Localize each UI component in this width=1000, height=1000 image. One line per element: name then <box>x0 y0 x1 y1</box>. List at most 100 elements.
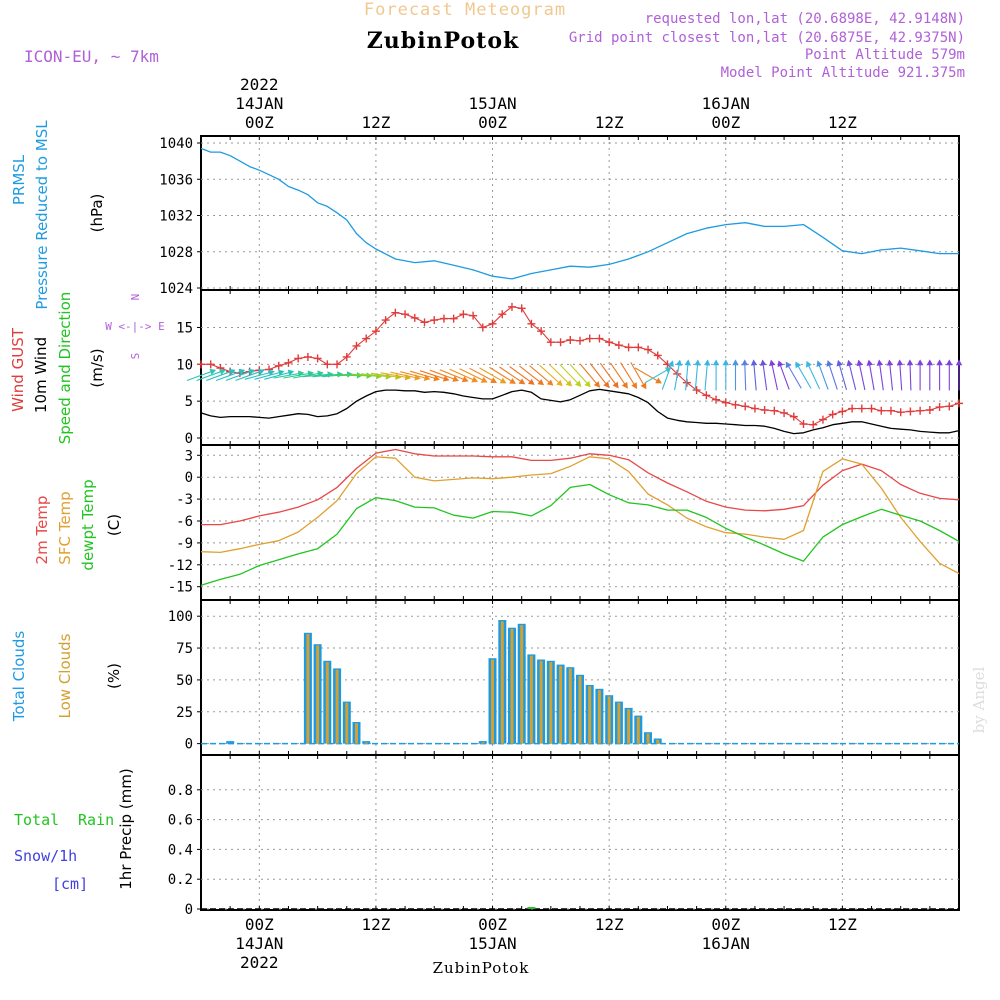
gust-marker <box>634 343 643 352</box>
bar-low-clouds <box>549 662 553 744</box>
wind-arrow <box>816 360 829 390</box>
wind-arrow-head <box>846 359 853 367</box>
wind-arrow-shaft <box>694 360 699 391</box>
wind-arrow <box>215 368 246 382</box>
label-precip-mm: 1hr Precip (mm) <box>117 768 135 889</box>
gust-marker <box>342 352 351 361</box>
wind-arrow-shaft <box>380 372 411 379</box>
wind-arrow <box>916 359 924 391</box>
wind-arrow-head <box>866 359 874 366</box>
wind-arrow <box>876 359 884 391</box>
wind-arrow-head <box>537 379 545 386</box>
top-time-label: 12Z <box>828 113 857 132</box>
wind-arrow <box>795 361 812 389</box>
wind-arrow-shaft <box>302 373 333 378</box>
requested-coords: requested lon,lat (20.6898E, 42.9148N) <box>645 11 965 27</box>
top-time-label: 12Z <box>595 113 624 132</box>
wind-arrow <box>806 360 821 390</box>
wind-arrow-head <box>886 359 894 366</box>
gust-marker <box>828 410 837 419</box>
ytick-label-pressure: 1036 <box>159 172 193 188</box>
bar-total-clouds <box>478 741 487 744</box>
ytick-label-wind: 5 <box>185 394 193 410</box>
bar-low-clouds <box>607 696 611 744</box>
bottom-time-label: 00Z <box>245 915 274 934</box>
wind-arrow <box>549 364 573 387</box>
gust-marker <box>391 308 400 317</box>
wind-arrow-head <box>712 359 720 366</box>
top-time-label: 00Z <box>478 113 507 132</box>
wind-arrow-head <box>955 359 963 366</box>
ytick-label-clouds: 25 <box>176 705 193 721</box>
pressure-line <box>200 147 959 280</box>
wind-arrow-head <box>287 369 295 376</box>
bar-total-clouds <box>226 741 235 744</box>
wind-arrow-head <box>490 377 498 384</box>
gust-marker <box>430 316 439 325</box>
gust-marker <box>896 408 905 417</box>
wind-arrow <box>235 368 265 382</box>
wind-arrow-head <box>777 360 784 367</box>
wind-arrow-shaft <box>610 362 628 389</box>
wind-arrow <box>661 360 674 390</box>
wind-arrow-shaft <box>785 362 802 389</box>
wind-arrow-shaft <box>847 360 857 391</box>
closest-coords: Grid point closest lon,lat (20.6875E, 42… <box>569 30 965 46</box>
wind-arrow <box>906 359 914 391</box>
bar-low-clouds <box>588 686 592 744</box>
wind-arrow-shaft <box>509 366 535 385</box>
wind-arrow-shaft <box>244 370 274 380</box>
label-total: Total <box>14 811 59 829</box>
wind-arrow <box>866 359 875 391</box>
wind-arrow <box>449 368 479 383</box>
wind-arrow <box>489 366 516 384</box>
label-rain: Rain <box>78 811 114 829</box>
wind-arrow-shaft <box>429 369 459 382</box>
gust-marker <box>469 311 478 320</box>
wind-arrow-shaft <box>858 360 866 391</box>
wind-arrow-head <box>442 375 450 382</box>
bottom-time-label: 16JAN <box>702 934 750 953</box>
wind-arrow-head <box>248 368 255 375</box>
wind-arrow-shaft <box>589 363 610 388</box>
wind-arrow <box>559 364 582 387</box>
wind-arrow-shaft <box>644 367 671 384</box>
wind-arrow-shaft <box>634 367 662 384</box>
ytick-label-clouds: 0 <box>185 737 193 753</box>
wind-arrow-shaft <box>390 371 420 380</box>
label-low-clouds: Low Clouds <box>56 633 74 718</box>
wind-arrow-shaft <box>439 369 468 382</box>
wind-arrow <box>732 359 739 391</box>
wind-arrow-shaft <box>599 362 619 388</box>
gust-marker <box>955 399 963 408</box>
wind-arrow-shaft <box>186 369 216 382</box>
ytick-label-wind: 10 <box>176 357 193 373</box>
wind-arrow-head <box>423 374 431 382</box>
wind-arrow-head <box>769 359 776 367</box>
top-time-label: 15JAN <box>468 94 516 113</box>
gust-marker <box>313 354 322 363</box>
gust-marker <box>838 407 847 416</box>
wind-arrow-head <box>826 360 833 367</box>
gust-marker <box>809 420 818 429</box>
bar-low-clouds <box>578 676 582 744</box>
wind-arrow <box>896 359 904 391</box>
top-time-label: 16JAN <box>702 94 750 113</box>
label-sfc-temp: SFC Temp <box>56 491 74 564</box>
compass-we: W <-|-> E <box>105 320 165 333</box>
ytick-label-temperature: -3 <box>176 492 193 508</box>
bar-low-clouds <box>510 628 514 744</box>
gust-marker <box>750 404 759 413</box>
ytick-label-temperature: 3 <box>185 448 193 464</box>
wind-arrow-head <box>946 359 953 366</box>
wind-arrow-head <box>667 360 674 367</box>
wind-arrow-head <box>414 374 421 381</box>
wind-arrow <box>225 368 255 382</box>
wind-arrow <box>254 369 285 380</box>
gust-line <box>201 306 960 426</box>
top-time-label: 2022 <box>240 75 279 94</box>
wind-arrow-shaft <box>909 360 912 391</box>
bar-total-clouds <box>362 741 371 744</box>
wind-arrow-shaft <box>753 360 757 391</box>
wind-arrow-shaft <box>459 368 487 383</box>
